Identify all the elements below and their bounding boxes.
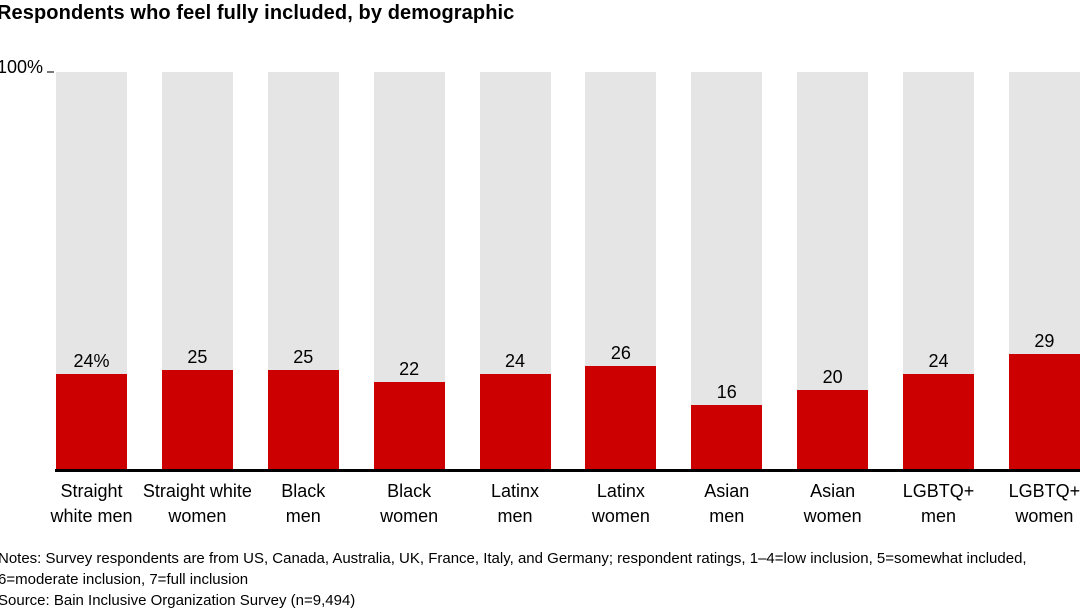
y-axis-tick-mark xyxy=(47,71,54,73)
x-axis-category-label-line: men xyxy=(285,506,321,526)
x-axis-category-label-asian-men: Asian men xyxy=(691,479,762,529)
bar-fill-black-men xyxy=(267,369,339,469)
x-axis-labels: Straight white men Straight white women Blac… xyxy=(50,479,1080,529)
bar-value-label-asian-men: 16 xyxy=(716,382,737,403)
x-axis-category-label-line: men xyxy=(497,506,533,526)
bar-fill-latinx-men xyxy=(479,373,551,469)
x-axis-line xyxy=(55,469,1080,472)
x-axis-category-label-line: Latinx xyxy=(490,481,540,501)
notes-text-line2: 6=moderate inclusion, 7=full inclusion xyxy=(0,571,249,588)
bar-fill-straight-white-women xyxy=(161,369,233,469)
bar-track-black-women: 22 xyxy=(373,72,445,469)
bar-fill-straight-white-men xyxy=(56,373,127,469)
x-axis-category-label-line: Asian xyxy=(810,481,856,501)
x-axis-category-label-latinx-women: Latinx women xyxy=(585,479,656,529)
x-axis-category-label-black-men: Black men xyxy=(268,479,339,529)
bar-fill-asian-women xyxy=(797,389,869,469)
bar-track-black-men: 25 xyxy=(267,72,339,469)
footnotes: Notes: Survey respondents are from US, C… xyxy=(0,548,1027,611)
bar-track-lgbtq-men: 24 xyxy=(903,72,974,469)
x-axis-category-label-line: women xyxy=(168,506,227,526)
bar-value-label-asian-women: 20 xyxy=(822,366,843,387)
bar-value-label-black-women: 22 xyxy=(399,358,420,379)
bar-track-lgbtq-women: 29 xyxy=(1008,72,1080,469)
x-axis-category-label-asian-women: Asian women xyxy=(797,479,868,529)
x-axis-category-label-line: women xyxy=(1015,506,1074,526)
x-axis-category-label-latinx-men: Latinx men xyxy=(480,479,551,529)
x-axis-category-label-lgbtq-women: LGBTQ+ women xyxy=(1009,479,1080,529)
x-axis-category-label-straight-white-men: Straight white men xyxy=(50,479,132,529)
x-axis-category-label-line: women xyxy=(380,506,439,526)
bar-value-label-straight-white-men: 24% xyxy=(73,350,110,371)
bar-value-label-lgbtq-men: 24 xyxy=(928,350,949,371)
x-axis-category-label-straight-white-women: Straight white women xyxy=(143,479,252,529)
bar-track-latinx-men: 24 xyxy=(479,72,551,469)
x-axis-category-label-line: men xyxy=(709,506,745,526)
bar-track-straight-white-men: 24% xyxy=(56,72,127,469)
x-axis-category-label-line: women xyxy=(803,506,862,526)
bar-fill-lgbtq-women xyxy=(1008,353,1080,469)
bar-value-label-lgbtq-women: 29 xyxy=(1034,330,1055,351)
bar-fill-latinx-women xyxy=(585,365,657,469)
x-axis-category-label-line: white men xyxy=(50,506,133,526)
x-axis-category-label-line: Black xyxy=(281,481,326,501)
x-axis-category-label-line: Straight xyxy=(60,481,123,501)
y-axis-tick-label: 100% xyxy=(0,57,44,77)
bar-track-asian-women: 20 xyxy=(797,72,869,469)
bar-track-latinx-women: 26 xyxy=(585,72,657,469)
source-text: Source: Bain Inclusive Organization Surv… xyxy=(0,592,356,609)
x-axis-category-label-line: Latinx xyxy=(596,481,645,501)
bar-track-straight-white-women: 25 xyxy=(161,72,233,469)
bars-container: 24% 25 25 22 24 26 16 20 24 29 xyxy=(56,72,1080,469)
bar-fill-asian-men xyxy=(691,405,763,469)
x-axis-category-label-lgbtq-men: LGBTQ+ men xyxy=(902,479,975,529)
bar-fill-black-women xyxy=(373,381,445,469)
notes-text-line1: Notes: Survey respondents are from US, C… xyxy=(0,550,1027,567)
x-axis-category-label-black-women: Black women xyxy=(374,479,445,529)
x-axis-category-label-line: LGBTQ+ xyxy=(1008,481,1080,501)
x-axis-category-label-line: women xyxy=(591,506,650,526)
x-axis-category-label-line: men xyxy=(920,506,956,526)
x-axis-category-label-line: Straight white xyxy=(142,481,252,501)
x-axis-category-label-line: Asian xyxy=(704,481,750,501)
bar-value-label-straight-white-women: 25 xyxy=(187,346,208,367)
x-axis-category-label-line: Black xyxy=(387,481,432,501)
x-axis-category-label-line: LGBTQ+ xyxy=(902,481,975,501)
bar-value-label-latinx-men: 24 xyxy=(504,350,526,371)
bar-value-label-black-men: 25 xyxy=(293,346,314,367)
bar-track-asian-men: 16 xyxy=(691,72,763,469)
bar-value-label-latinx-women: 26 xyxy=(610,342,631,363)
chart-title: Respondents who feel fully included, by … xyxy=(0,2,515,24)
bar-fill-lgbtq-men xyxy=(903,373,974,469)
